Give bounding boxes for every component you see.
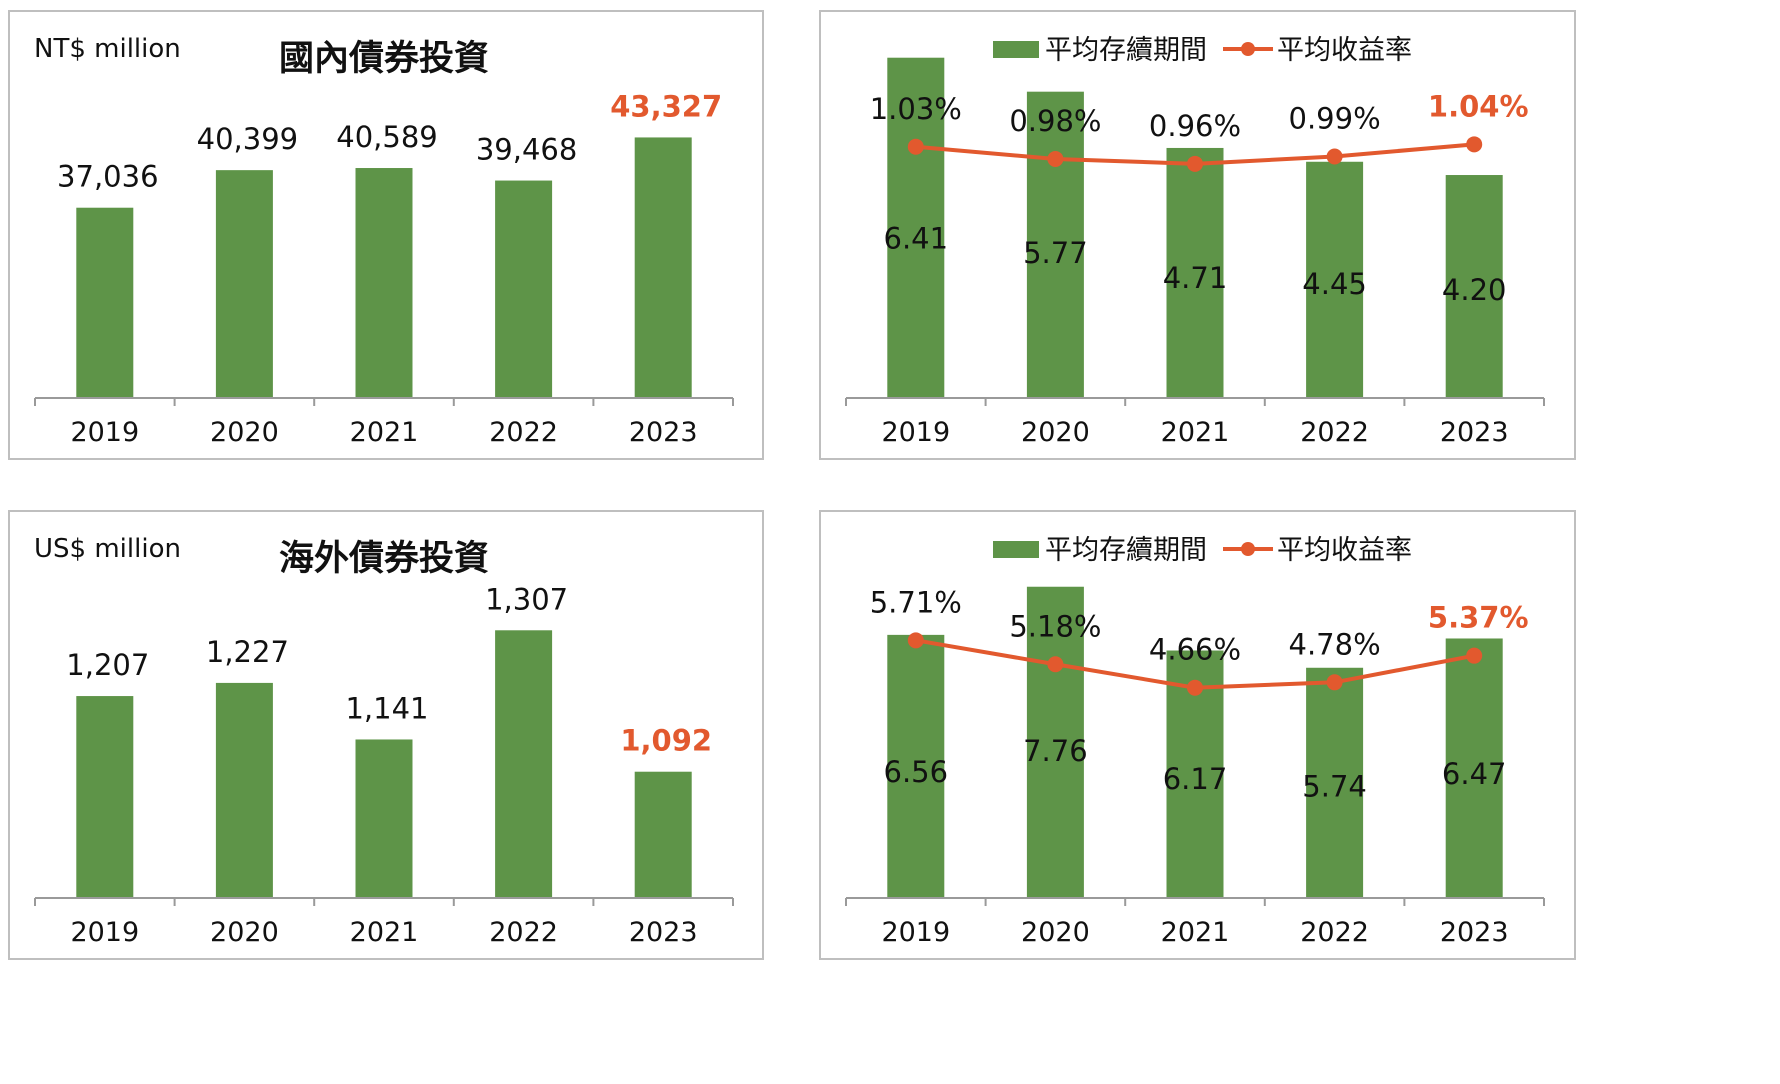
bar-value-label: 6.41 (884, 221, 949, 255)
line-value-label: 5.37% (1428, 601, 1529, 635)
legend-bar-label: 平均存續期間 (1045, 35, 1207, 66)
yield-point (1326, 674, 1343, 691)
unit-label: US$ million (34, 534, 181, 564)
yield-point (907, 632, 924, 649)
line-value-label: 1.04% (1428, 89, 1529, 123)
bar (1445, 638, 1503, 898)
bar-value-label: 39,468 (476, 133, 577, 167)
bar-value-label: 40,589 (336, 120, 437, 154)
legend-line-label: 平均收益率 (1277, 35, 1412, 66)
chart-panel-overseas-amount: US$ million 海外債券投資 1,207 1,227 1,141 1,307 1,0… (8, 510, 764, 960)
bar (215, 682, 273, 898)
x-tick-label: 2021 (350, 917, 419, 948)
x-tick-label: 2022 (489, 417, 558, 448)
legend-line-marker (1241, 42, 1255, 56)
line-value-label: 4.78% (1289, 627, 1381, 661)
bar (1026, 91, 1084, 399)
chart-panel-domestic-duration-yield: 平均存續期間 平均收益率 6.41 5.77 4.71 4.45 4.20 1.03% 0.98… (819, 10, 1576, 460)
bar (887, 57, 945, 399)
x-tick-label: 2023 (1440, 917, 1509, 948)
yield-point (1187, 679, 1203, 696)
bar (1166, 147, 1224, 398)
x-tick-label: 2023 (629, 417, 698, 448)
bar (355, 739, 413, 898)
yield-point (1466, 136, 1483, 153)
x-tick-label: 2020 (210, 917, 279, 948)
x-tick-label: 2019 (70, 417, 139, 448)
yield-point (1326, 148, 1343, 165)
bar-value-label: 4.45 (1302, 267, 1367, 301)
bar (887, 634, 945, 898)
bar-value-label: 6.17 (1163, 762, 1228, 796)
bar (1026, 586, 1084, 898)
bar-value-label: 7.76 (1023, 734, 1088, 768)
legend-bar-label: 平均存續期間 (1045, 535, 1207, 566)
line-value-label: 0.99% (1289, 102, 1381, 136)
yield-point (1187, 155, 1203, 172)
legend-line-label: 平均收益率 (1277, 535, 1412, 566)
x-tick-label: 2019 (881, 917, 950, 948)
x-tick-label: 2023 (1440, 417, 1509, 448)
bar-value-label: 1,307 (485, 582, 568, 616)
bar (1445, 175, 1503, 398)
bar (495, 180, 553, 398)
bar-value-label: 43,327 (610, 89, 722, 123)
line-value-label: 0.96% (1149, 109, 1241, 143)
bar-value-label: 37,036 (57, 160, 158, 194)
unit-label: NT$ million (34, 34, 181, 64)
x-tick-label: 2020 (1021, 417, 1090, 448)
bar-value-label: 5.77 (1023, 236, 1088, 270)
bar-value-label: 4.71 (1163, 261, 1228, 295)
chart-svg-domestic-duration-yield: 平均存續期間 平均收益率 6.41 5.77 4.71 4.45 4.20 1.03% 0.98… (845, 35, 1545, 448)
bar (634, 137, 692, 398)
bar (1306, 161, 1364, 398)
line-value-label: 1.03% (870, 92, 962, 126)
legend-bar-swatch (993, 41, 1039, 58)
bar-value-label: 40,399 (197, 122, 298, 156)
bar-value-label: 1,227 (206, 635, 289, 669)
bar (76, 696, 134, 898)
bar-value-label: 6.47 (1442, 757, 1507, 791)
bar-value-label: 1,207 (66, 648, 149, 682)
bar-value-label: 5.74 (1302, 770, 1367, 804)
line-value-label: 0.98% (1009, 104, 1101, 138)
bar (215, 170, 273, 398)
x-tick-label: 2019 (70, 917, 139, 948)
x-tick-label: 2019 (881, 417, 950, 448)
bar (495, 630, 553, 898)
x-tick-label: 2021 (350, 417, 419, 448)
x-tick-label: 2022 (1300, 417, 1369, 448)
x-tick-label: 2021 (1161, 917, 1230, 948)
x-tick-label: 2023 (629, 917, 698, 948)
legend-line-marker (1241, 542, 1255, 556)
yield-point (907, 138, 924, 155)
x-tick-label: 2022 (1300, 917, 1369, 948)
bar-value-label: 1,141 (345, 691, 428, 725)
line-value-label: 5.18% (1009, 609, 1101, 643)
yield-point (1047, 150, 1064, 167)
chart-svg-overseas-duration-yield: 平均存續期間 平均收益率 6.56 7.76 6.17 5.74 6.47 5.71% 5.18… (845, 535, 1545, 948)
bar-value-label: 6.56 (884, 755, 949, 789)
x-tick-label: 2020 (1021, 917, 1090, 948)
x-tick-label: 2021 (1161, 417, 1230, 448)
x-tick-label: 2022 (489, 917, 558, 948)
bar (1306, 667, 1364, 898)
chart-title: 國內債券投資 (279, 39, 489, 79)
bar-value-label: 4.20 (1442, 273, 1507, 307)
x-tick-label: 2020 (210, 417, 279, 448)
chart-panel-domestic-amount: NT$ million 國內債券投資 37,036 40,399 40,589 39,46… (8, 10, 764, 460)
chart-svg-domestic-amount: NT$ million 國內債券投資 37,036 40,399 40,589 39,46… (34, 34, 734, 448)
bar (634, 771, 692, 898)
bar (76, 207, 134, 398)
chart-title: 海外債券投資 (279, 539, 489, 579)
line-value-label: 5.71% (870, 585, 962, 619)
bar-value-label: 1,092 (620, 724, 712, 758)
bar (355, 168, 413, 398)
chart-svg-overseas-amount: US$ million 海外債券投資 1,207 1,227 1,141 1,307 1,0… (34, 534, 734, 948)
line-value-label: 4.66% (1149, 633, 1241, 667)
chart-panel-overseas-duration-yield: 平均存續期間 平均收益率 6.56 7.76 6.17 5.74 6.47 5.71% 5.18… (819, 510, 1576, 960)
yield-point (1047, 656, 1064, 673)
legend-bar-swatch (993, 541, 1039, 558)
yield-point (1466, 647, 1483, 664)
